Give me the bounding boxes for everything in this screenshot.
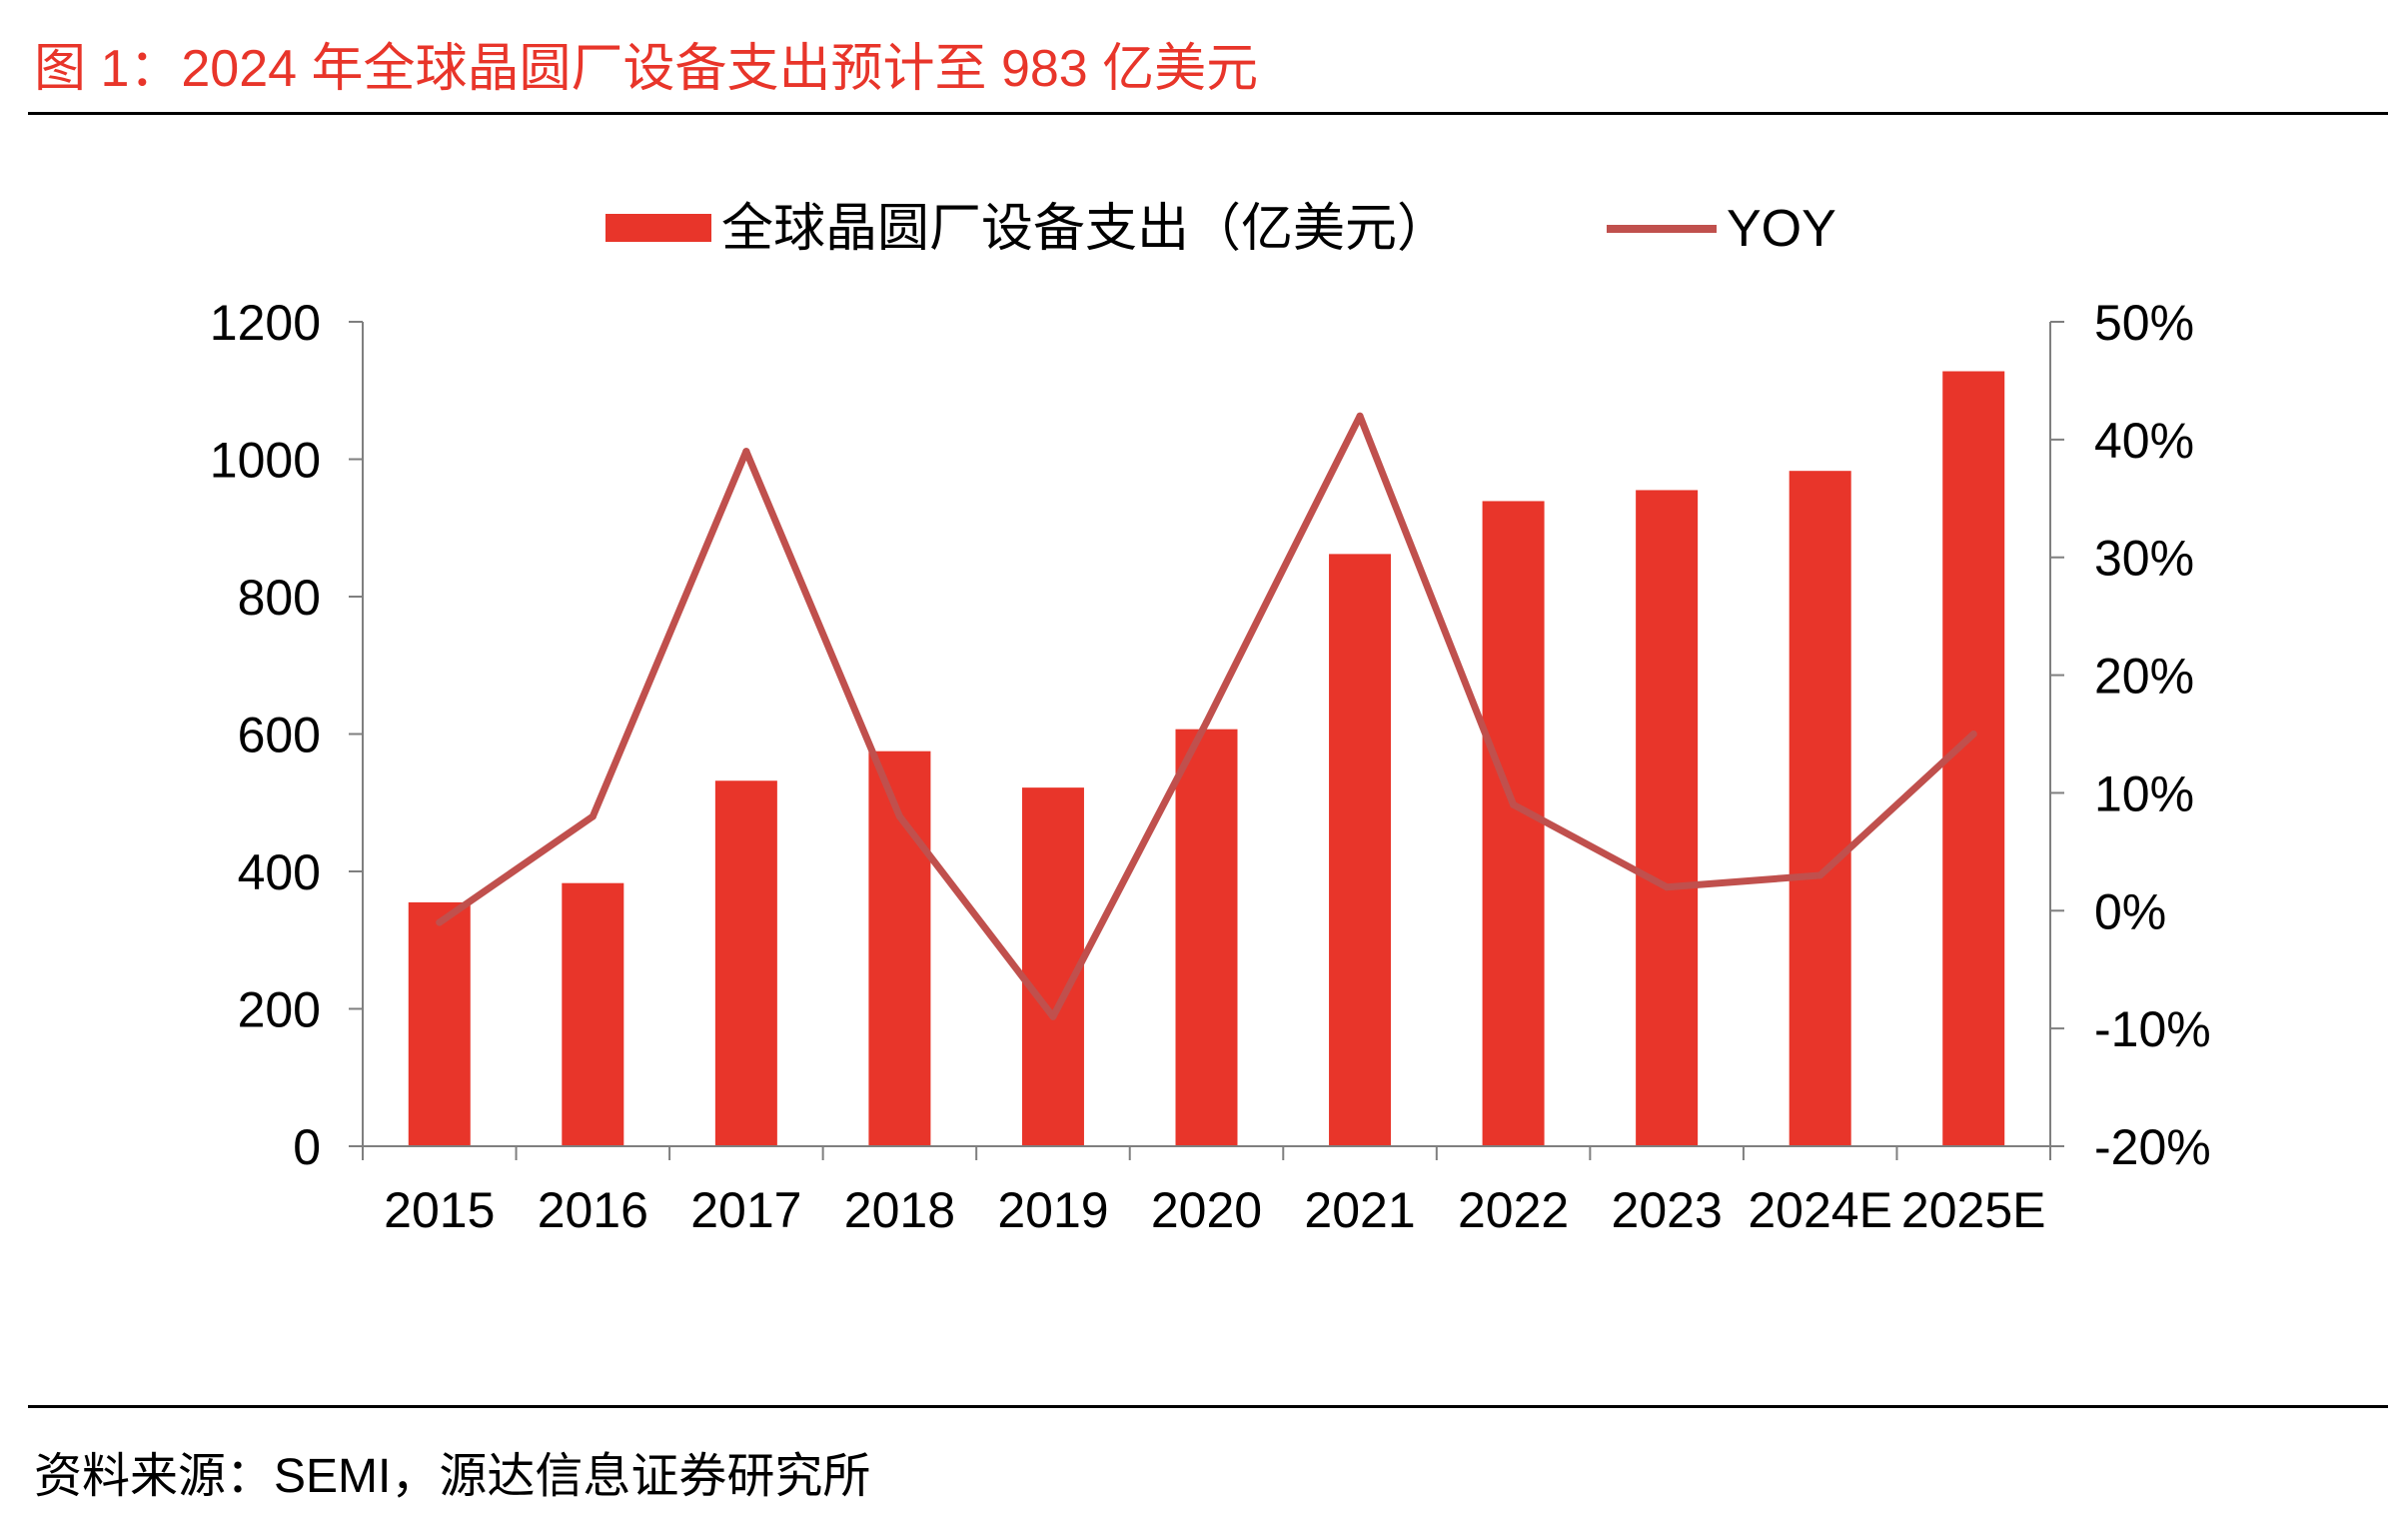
left-axis-tick-label: 1200	[210, 295, 321, 351]
left-axis-tick-label: 800	[238, 570, 321, 626]
x-axis-tick-label: 2015	[384, 1182, 495, 1238]
bar-2016	[562, 882, 624, 1146]
yoy-point-2015	[436, 918, 444, 926]
bar-2022	[1482, 501, 1545, 1146]
right-axis-tick-label: 40%	[2094, 413, 2194, 469]
left-axis-tick-label: 400	[238, 844, 321, 900]
figure-title: 图 1：2024 年全球晶圆厂设备支出预计至 983 亿美元	[34, 40, 1259, 98]
yoy-point-2017	[742, 448, 750, 456]
yoy-point-2018	[895, 812, 903, 820]
legend-bar-label: 全球晶圆厂设备支出（亿美元）	[721, 200, 1449, 258]
left-axis-tick-label: 600	[238, 708, 321, 763]
yoy-point-2024E	[1816, 871, 1824, 879]
source-divider	[28, 1405, 2388, 1408]
source-note: 资料来源：SEMI，源达信息证券研究所	[34, 1450, 871, 1503]
legend-bar-swatch	[605, 214, 711, 242]
right-axis-tick-label: 20%	[2094, 649, 2194, 705]
x-axis-tick-label: 2024E	[1748, 1182, 1892, 1238]
bar-2020	[1175, 729, 1238, 1146]
chart-legend: 全球晶圆厂设备支出（亿美元） YOY	[605, 200, 1836, 258]
bar-2021	[1329, 554, 1392, 1146]
x-axis-tick-label: 2016	[538, 1182, 648, 1238]
bar-2017	[714, 780, 777, 1146]
right-axis-tick-label: 0%	[2094, 883, 2166, 939]
x-axis-tick-label: 2022	[1458, 1182, 1569, 1238]
line-series	[436, 412, 1977, 1020]
bar-2025E	[1942, 371, 2005, 1146]
chart-axes	[349, 321, 2064, 1160]
yoy-point-2016	[589, 812, 597, 820]
x-axis-tick-label: 2017	[690, 1182, 801, 1238]
x-axis-tick-label: 2019	[997, 1182, 1108, 1238]
right-axis-tick-label: -10%	[2094, 1001, 2211, 1057]
yoy-point-2023	[1663, 883, 1671, 891]
right-axis-tick-label: 50%	[2094, 295, 2194, 351]
x-axis-tick-label: 2018	[844, 1182, 955, 1238]
legend-line-label: YOY	[1727, 200, 1836, 258]
yoy-point-2020	[1203, 719, 1210, 727]
x-axis-tick-label: 2021	[1304, 1182, 1415, 1238]
bar-2024E	[1789, 471, 1851, 1146]
x-axis-tick-label: 2023	[1612, 1182, 1723, 1238]
bar-2019	[1021, 787, 1084, 1146]
bar-series	[408, 371, 2005, 1146]
x-axis-tick-label: 2025E	[1901, 1182, 2046, 1238]
yoy-point-2022	[1510, 800, 1518, 808]
right-axis-tick-label: 10%	[2094, 765, 2194, 821]
left-axis-tick-label: 200	[238, 982, 321, 1038]
bar-2015	[408, 901, 471, 1146]
right-axis-tick-label: -20%	[2094, 1119, 2211, 1175]
left-axis-tick-label: 0	[293, 1119, 321, 1175]
title-divider	[28, 112, 2388, 115]
x-axis-tick-label: 2020	[1151, 1182, 1262, 1238]
yoy-point-2025E	[1969, 731, 1977, 738]
yoy-point-2019	[1049, 1012, 1057, 1020]
bar-2023	[1636, 490, 1699, 1146]
yoy-point-2021	[1356, 412, 1364, 420]
right-axis-tick-label: 30%	[2094, 531, 2194, 587]
tick-labels: 0 200 400 600 800 1000 1200 -20% -10% 0% 10% 20% 30%…	[210, 295, 2211, 1238]
left-axis-tick-label: 1000	[210, 433, 321, 489]
